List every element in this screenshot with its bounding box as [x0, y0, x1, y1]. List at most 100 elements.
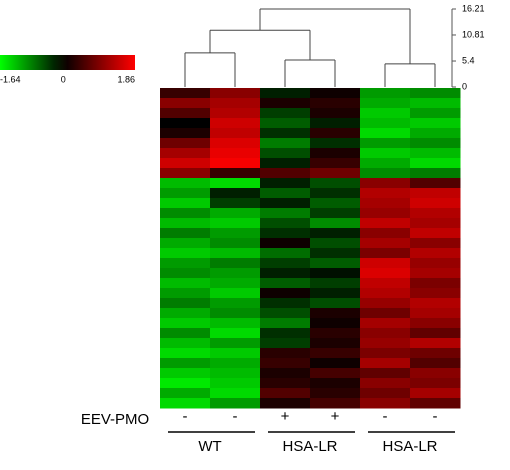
heatmap-cell	[210, 308, 261, 319]
heatmap-cell	[310, 308, 361, 319]
heatmap-cell	[310, 228, 361, 239]
heatmap-cell	[360, 218, 411, 229]
colorbar-tick-label: 1.86	[117, 74, 135, 84]
heatmap-cell	[160, 108, 211, 119]
colorbar-tick-label: -1.64	[0, 74, 21, 84]
row-header: EEV-PMO	[81, 411, 149, 428]
heatmap-cell	[310, 338, 361, 349]
group-label: HSA-LR	[282, 438, 337, 455]
heatmap-cell	[160, 118, 211, 129]
heatmap-cell	[210, 358, 261, 369]
column-label: -	[183, 408, 188, 425]
heatmap-cell	[410, 138, 461, 149]
heatmap-cell	[360, 188, 411, 199]
heatmap-cell	[310, 248, 361, 259]
heatmap-cell	[160, 178, 211, 189]
heatmap-cell	[360, 378, 411, 389]
heatmap-cell	[260, 178, 311, 189]
heatmap-cell	[310, 128, 361, 139]
heatmap-cell	[210, 228, 261, 239]
heatmap-cell	[310, 398, 361, 409]
heatmap-cell	[310, 348, 361, 359]
heatmap-cell	[310, 108, 361, 119]
heatmap-cell	[310, 158, 361, 169]
heatmap-cell	[410, 398, 461, 409]
heatmap-cell	[410, 308, 461, 319]
heatmap-cell	[360, 368, 411, 379]
dendro-tick-label: 0	[462, 81, 467, 91]
heatmap-cell	[260, 268, 311, 279]
heatmap-cell	[260, 168, 311, 179]
heatmap-cell	[160, 318, 211, 329]
heatmap-cell	[360, 198, 411, 209]
heatmap-cell	[360, 288, 411, 299]
heatmap-cell	[260, 158, 311, 169]
heatmap-cell	[160, 238, 211, 249]
heatmap-cell	[410, 158, 461, 169]
heatmap-cell	[160, 228, 211, 239]
heatmap-cell	[160, 268, 211, 279]
heatmap-cell	[310, 278, 361, 289]
heatmap-cell	[410, 338, 461, 349]
heatmap-cell	[310, 148, 361, 159]
heatmap-cell	[310, 298, 361, 309]
heatmap-cell	[260, 358, 311, 369]
heatmap-cell	[210, 348, 261, 359]
heatmap-cell	[360, 258, 411, 269]
heatmap-cell	[410, 248, 461, 259]
heatmap-cell	[360, 328, 411, 339]
heatmap-cell	[260, 398, 311, 409]
heatmap-cell	[260, 328, 311, 339]
heatmap-cell	[210, 298, 261, 309]
heatmap-cell	[410, 148, 461, 159]
heatmap-cell	[310, 178, 361, 189]
heatmap-cell	[360, 118, 411, 129]
heatmap-cell	[210, 218, 261, 229]
heatmap-cell	[410, 388, 461, 399]
heatmap-cell	[360, 138, 411, 149]
group-label: HSA-LR	[382, 438, 437, 455]
heatmap-cell	[260, 248, 311, 259]
heatmap-cell	[410, 358, 461, 369]
heatmap-cell	[310, 388, 361, 399]
heatmap-cell	[260, 118, 311, 129]
heatmap-cell	[160, 308, 211, 319]
heatmap-cell	[260, 98, 311, 109]
heatmap-cell	[160, 288, 211, 299]
heatmap-cell	[160, 98, 211, 109]
heatmap-cell	[160, 158, 211, 169]
dendro-tick-label: 5.4	[462, 55, 475, 65]
heatmap-cell	[410, 228, 461, 239]
heatmap-cell	[260, 228, 311, 239]
heatmap-cell	[410, 88, 461, 99]
heatmap-cell	[210, 258, 261, 269]
heatmap-cell	[260, 318, 311, 329]
heatmap-cell	[260, 198, 311, 209]
heatmap-cell	[360, 268, 411, 279]
heatmap-cell	[310, 318, 361, 329]
heatmap-cell	[160, 138, 211, 149]
heatmap-cell	[410, 118, 461, 129]
heatmap-cell	[410, 328, 461, 339]
heatmap-cell	[260, 208, 311, 219]
heatmap-cell	[210, 178, 261, 189]
group-label: WT	[198, 438, 221, 455]
heatmap-cell	[310, 98, 361, 109]
heatmap-cell	[360, 148, 411, 159]
heatmap-cell	[210, 188, 261, 199]
heatmap-cell	[160, 168, 211, 179]
colorbar-tick-label: 0	[61, 74, 66, 84]
heatmap-cell	[260, 108, 311, 119]
heatmap-cell	[260, 388, 311, 399]
heatmap-cell	[160, 88, 211, 99]
heatmap-cell	[410, 198, 461, 209]
heatmap-cell	[360, 318, 411, 329]
heatmap-cell	[210, 138, 261, 149]
heatmap-cell	[310, 218, 361, 229]
colorbar	[0, 55, 135, 70]
heatmap-cell	[410, 178, 461, 189]
heatmap-cell	[210, 318, 261, 329]
heatmap-cell	[410, 98, 461, 109]
heatmap-cell	[360, 388, 411, 399]
